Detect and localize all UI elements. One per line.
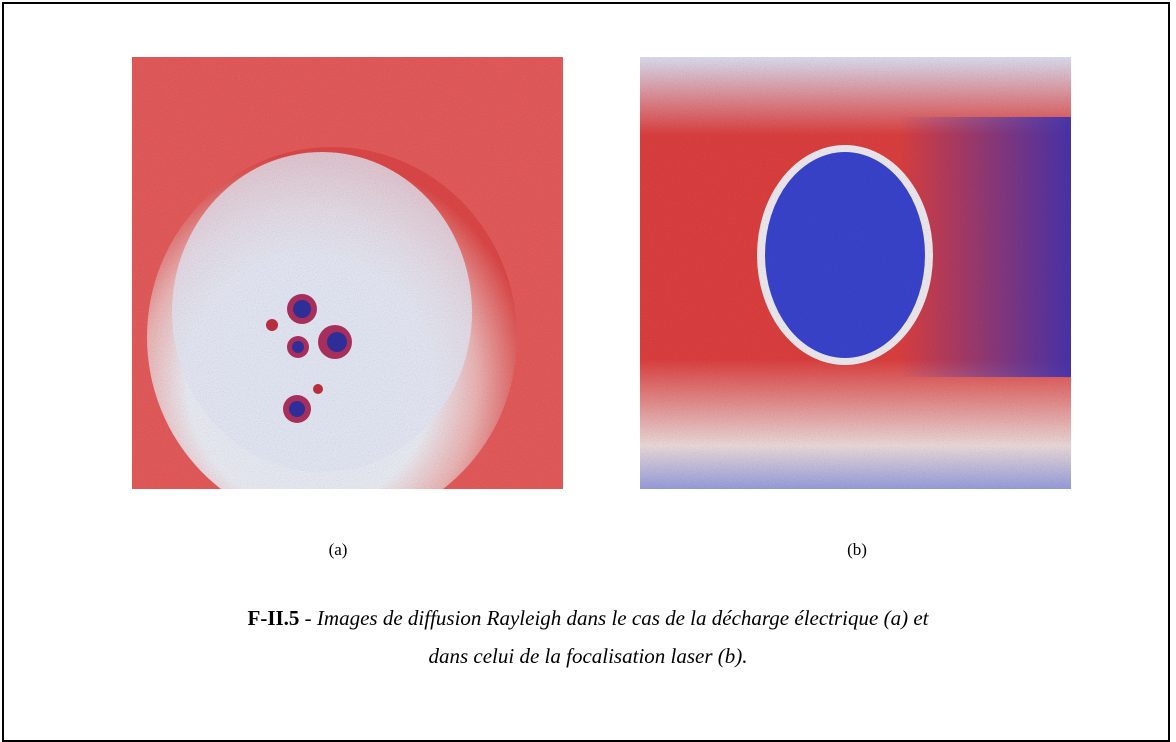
caption-line: dans celui de la focalisation laser (b). [0, 644, 1176, 669]
image-a [132, 57, 563, 489]
panel-label: (b) [847, 540, 867, 559]
caption-text: Images de diffusion Rayleigh dans le cas… [316, 606, 929, 630]
panel-label: (a) [328, 540, 348, 559]
caption-line: F-II.5 - Images de diffusion Rayleigh da… [0, 606, 1176, 631]
caption-text: dans celui de la focalisation laser (b). [428, 644, 748, 668]
caption-number: F-II.5 [247, 606, 300, 630]
image-b [640, 57, 1071, 489]
caption-separator: - [299, 606, 317, 630]
